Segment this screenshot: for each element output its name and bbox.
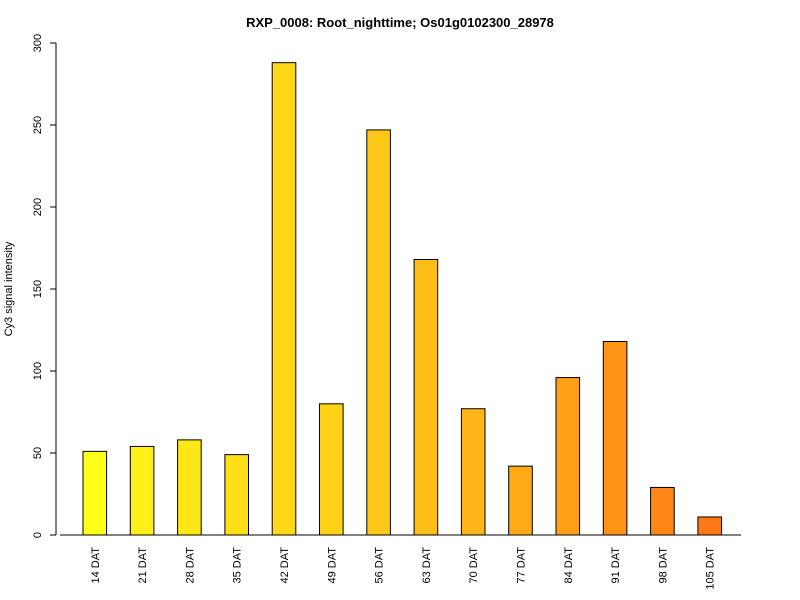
bars bbox=[82, 62, 723, 536]
bar bbox=[413, 258, 439, 536]
bar bbox=[224, 454, 249, 536]
x-tick-label: 98 DAT bbox=[657, 547, 669, 584]
x-tick-label: 35 DAT bbox=[232, 547, 244, 584]
x-tick-label: 21 DAT bbox=[137, 547, 149, 584]
y-tick-label: 200 bbox=[32, 198, 44, 216]
x-axis-tick-labels: 14 DAT 21 DAT 28 DAT 35 DAT 42 DAT 49 DAT 56 D… bbox=[90, 547, 717, 590]
y-tick-label: 300 bbox=[32, 34, 44, 52]
bar bbox=[129, 445, 155, 536]
bar bbox=[697, 516, 723, 536]
y-tick-label: 150 bbox=[32, 280, 44, 298]
bar bbox=[82, 450, 108, 536]
y-axis: 0 50 100 150 200 250 300 bbox=[32, 34, 57, 538]
x-tick-label: 105 DAT bbox=[705, 547, 717, 590]
bar bbox=[555, 377, 581, 536]
bar bbox=[650, 486, 675, 536]
bar bbox=[271, 62, 297, 536]
y-tick-label: 100 bbox=[32, 362, 44, 380]
x-tick-label: 84 DAT bbox=[563, 547, 575, 584]
x-tick-label: 91 DAT bbox=[610, 547, 622, 584]
y-tick-label: 250 bbox=[32, 116, 44, 134]
x-tick-label: 63 DAT bbox=[421, 547, 433, 584]
bar bbox=[460, 408, 486, 536]
x-tick-label: 14 DAT bbox=[90, 547, 102, 584]
x-tick-label: 42 DAT bbox=[279, 547, 291, 584]
x-tick-label: 28 DAT bbox=[184, 547, 196, 584]
x-tick-label: 77 DAT bbox=[516, 547, 528, 584]
chart-title: RXP_0008: Root_nighttime; Os01g0102300_2… bbox=[246, 15, 554, 30]
y-axis-label: Cy3 signal intensity bbox=[3, 241, 15, 336]
bar bbox=[319, 403, 344, 536]
bar bbox=[508, 465, 533, 536]
bar bbox=[177, 439, 202, 536]
x-tick-label: 56 DAT bbox=[374, 547, 386, 584]
x-tick-label: 49 DAT bbox=[326, 547, 338, 584]
bar bbox=[602, 340, 628, 536]
y-tick-label: 0 bbox=[32, 532, 44, 538]
bar bbox=[366, 129, 391, 536]
y-tick-label: 50 bbox=[32, 447, 44, 459]
x-tick-label: 70 DAT bbox=[468, 547, 480, 584]
